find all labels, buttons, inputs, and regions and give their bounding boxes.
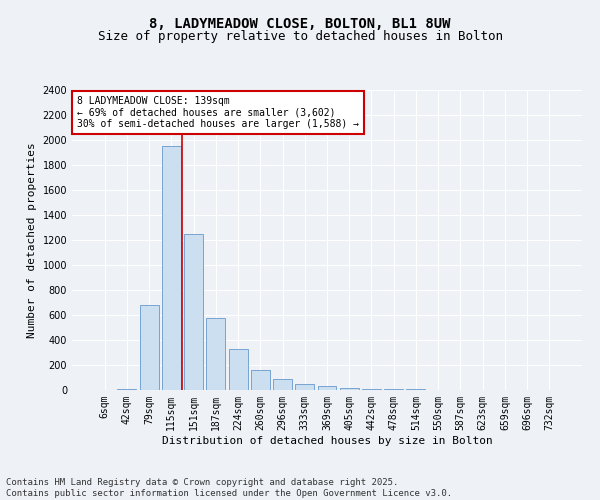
Bar (273, 379, 292, 390)
Bar (362, 388, 381, 390)
Bar (206, 318, 225, 390)
Text: 8 LADYMEADOW CLOSE: 139sqm
← 69% of detached houses are smaller (3,602)
30% of s: 8 LADYMEADOW CLOSE: 139sqm ← 69% of deta… (77, 96, 359, 129)
Text: Contains HM Land Registry data © Crown copyright and database right 2025.
Contai: Contains HM Land Registry data © Crown c… (6, 478, 452, 498)
Text: Size of property relative to detached houses in Bolton: Size of property relative to detached ho… (97, 30, 503, 43)
Bar (229, 349, 248, 390)
Bar (251, 370, 270, 390)
Bar (118, 388, 136, 390)
Bar (384, 389, 403, 390)
Y-axis label: Number of detached properties: Number of detached properties (27, 142, 37, 338)
X-axis label: Distribution of detached houses by size in Bolton: Distribution of detached houses by size … (161, 436, 493, 446)
Bar (162, 146, 181, 390)
Text: 8, LADYMEADOW CLOSE, BOLTON, BL1 8UW: 8, LADYMEADOW CLOSE, BOLTON, BL1 8UW (149, 18, 451, 32)
Bar (340, 388, 359, 390)
Bar (295, 384, 314, 390)
Bar (317, 386, 337, 390)
Bar (140, 305, 158, 390)
Bar (184, 234, 203, 390)
